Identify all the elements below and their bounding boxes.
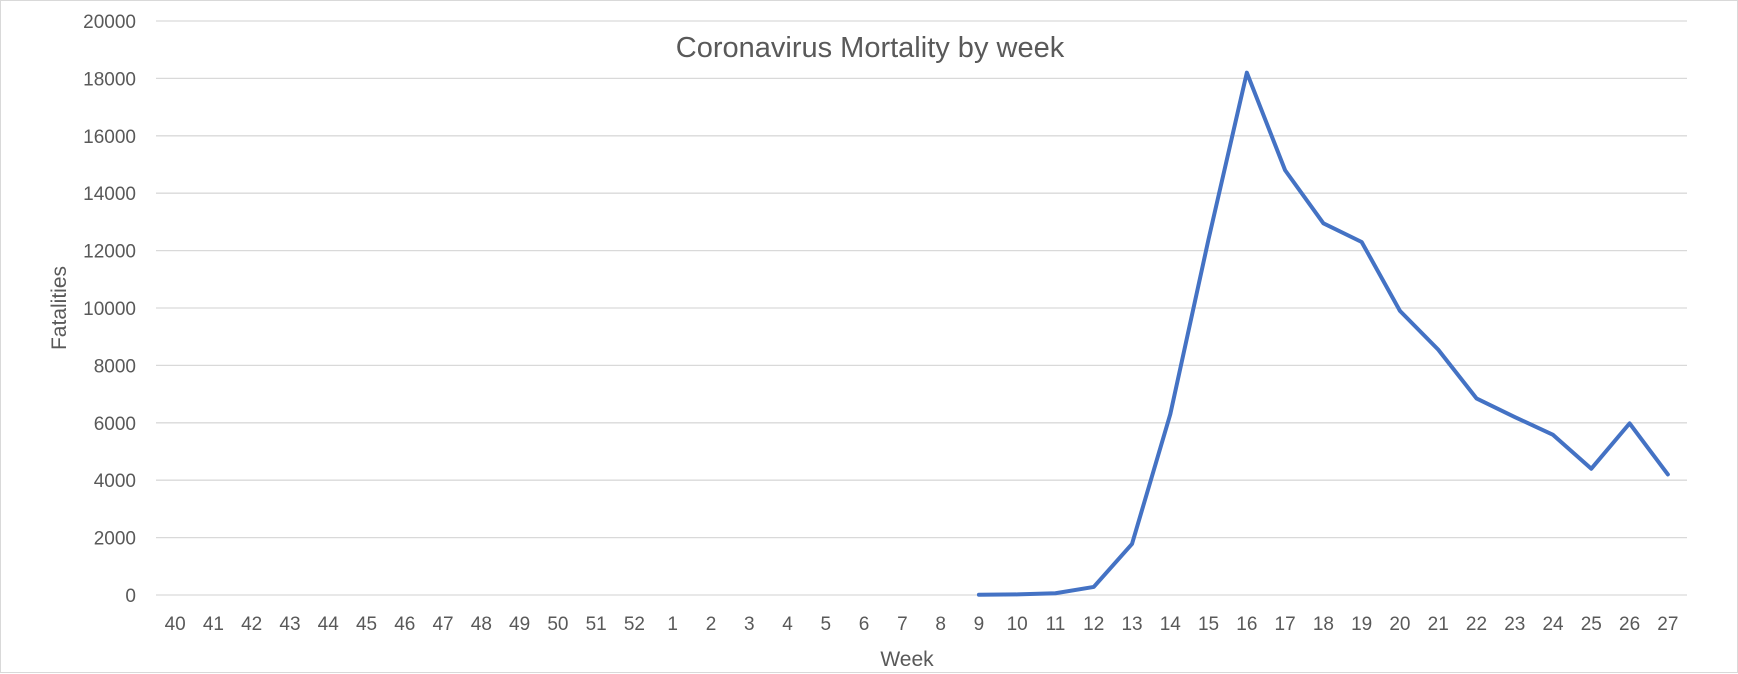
- x-tick-label-14: 14: [1160, 614, 1182, 635]
- x-tick-label-8: 8: [935, 614, 946, 635]
- x-tick-label-43: 43: [279, 614, 300, 635]
- x-tick-label-22: 22: [1466, 614, 1487, 635]
- x-tick-label-11: 11: [1046, 614, 1066, 635]
- x-tick-label-40: 40: [165, 614, 186, 635]
- x-tick-label-7: 7: [897, 614, 908, 635]
- x-tick-label-17: 17: [1275, 614, 1296, 635]
- series-line-fatalities: [976, 70, 1670, 597]
- x-tick-label-5: 5: [821, 614, 832, 635]
- x-tick-label-23: 23: [1504, 614, 1525, 635]
- x-tick-label-3: 3: [744, 614, 755, 635]
- y-axis-title: Fatalities: [48, 266, 71, 350]
- x-tick-label-15: 15: [1198, 614, 1219, 635]
- x-tick-label-2: 2: [706, 614, 717, 635]
- x-tick-label-26: 26: [1619, 614, 1640, 635]
- x-tick-label-52: 52: [624, 614, 645, 635]
- x-tick-label-48: 48: [471, 614, 492, 635]
- x-tick-label-21: 21: [1428, 614, 1449, 635]
- y-tick-label-0: 0: [125, 586, 136, 607]
- x-tick-label-42: 42: [241, 614, 262, 635]
- x-tick-label-50: 50: [547, 614, 568, 635]
- y-tick-label-20000: 20000: [83, 12, 136, 33]
- chart-title: Coronavirus Mortality by week: [676, 32, 1065, 64]
- x-tick-label-49: 49: [509, 614, 530, 635]
- x-tick-label-12: 12: [1083, 614, 1104, 635]
- y-tick-label-6000: 6000: [94, 414, 136, 435]
- x-tick-label-1: 1: [667, 614, 678, 635]
- x-tick-label-20: 20: [1389, 614, 1410, 635]
- gridlines: [156, 20, 1687, 596]
- x-tick-label-6: 6: [859, 614, 870, 635]
- x-tick-label-18: 18: [1313, 614, 1334, 635]
- x-axis-title: Week: [880, 648, 934, 671]
- y-tick-label-2000: 2000: [94, 529, 136, 550]
- x-tick-label-27: 27: [1657, 614, 1678, 635]
- y-tick-label-14000: 14000: [83, 184, 136, 205]
- x-tick-label-41: 41: [203, 614, 224, 635]
- x-tick-label-19: 19: [1351, 614, 1372, 635]
- x-tick-label-13: 13: [1121, 614, 1142, 635]
- y-tick-label-8000: 8000: [94, 356, 136, 377]
- series-layer: [976, 70, 1670, 597]
- x-axis-tick-labels: 40 41 42 43 44 45 46 47 48 49 50 51 52 1 2 3 4 5 6 7 8 9 10 11 1…: [165, 614, 1679, 635]
- x-tick-label-9: 9: [974, 614, 985, 635]
- y-tick-label-18000: 18000: [83, 69, 136, 90]
- x-tick-label-24: 24: [1542, 614, 1564, 635]
- x-tick-label-4: 4: [782, 614, 793, 635]
- x-tick-label-10: 10: [1007, 614, 1028, 635]
- x-tick-label-46: 46: [394, 614, 415, 635]
- y-tick-label-12000: 12000: [83, 242, 136, 263]
- y-tick-label-10000: 10000: [83, 299, 136, 320]
- y-tick-label-4000: 4000: [94, 471, 136, 492]
- x-tick-label-25: 25: [1581, 614, 1602, 635]
- y-tick-label-16000: 16000: [83, 127, 136, 148]
- x-tick-label-45: 45: [356, 614, 377, 635]
- x-tick-label-51: 51: [586, 614, 607, 635]
- x-tick-label-47: 47: [432, 614, 453, 635]
- x-tick-label-44: 44: [318, 614, 340, 635]
- x-tick-label-16: 16: [1236, 614, 1257, 635]
- y-axis-tick-labels: 0 2000 4000 6000 8000 10000 12000 14000 16000 180…: [83, 12, 136, 607]
